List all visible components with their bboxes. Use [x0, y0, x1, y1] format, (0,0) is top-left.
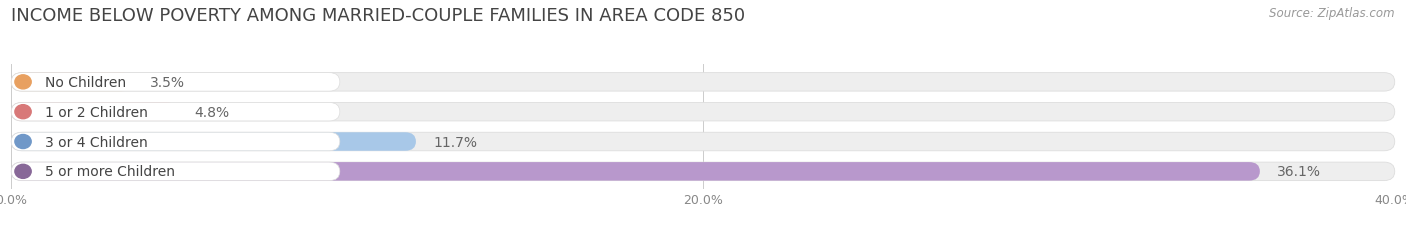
FancyBboxPatch shape — [11, 73, 1395, 92]
Circle shape — [15, 135, 31, 149]
FancyBboxPatch shape — [11, 103, 177, 122]
Text: 11.7%: 11.7% — [433, 135, 477, 149]
FancyBboxPatch shape — [11, 162, 1395, 181]
FancyBboxPatch shape — [11, 73, 132, 92]
Text: INCOME BELOW POVERTY AMONG MARRIED-COUPLE FAMILIES IN AREA CODE 850: INCOME BELOW POVERTY AMONG MARRIED-COUPL… — [11, 7, 745, 25]
FancyBboxPatch shape — [11, 162, 340, 181]
Text: 1 or 2 Children: 1 or 2 Children — [45, 105, 148, 119]
FancyBboxPatch shape — [11, 162, 1260, 181]
Text: 36.1%: 36.1% — [1277, 165, 1322, 179]
Text: No Children: No Children — [45, 76, 127, 89]
Text: 5 or more Children: 5 or more Children — [45, 165, 174, 179]
Circle shape — [15, 165, 31, 179]
FancyBboxPatch shape — [11, 73, 340, 92]
Text: 3.5%: 3.5% — [149, 76, 184, 89]
FancyBboxPatch shape — [11, 133, 416, 151]
FancyBboxPatch shape — [11, 103, 1395, 122]
Text: 3 or 4 Children: 3 or 4 Children — [45, 135, 148, 149]
FancyBboxPatch shape — [11, 103, 340, 122]
Circle shape — [15, 105, 31, 119]
Text: Source: ZipAtlas.com: Source: ZipAtlas.com — [1270, 7, 1395, 20]
Circle shape — [15, 76, 31, 89]
FancyBboxPatch shape — [11, 133, 1395, 151]
Text: 4.8%: 4.8% — [194, 105, 229, 119]
FancyBboxPatch shape — [11, 133, 340, 151]
